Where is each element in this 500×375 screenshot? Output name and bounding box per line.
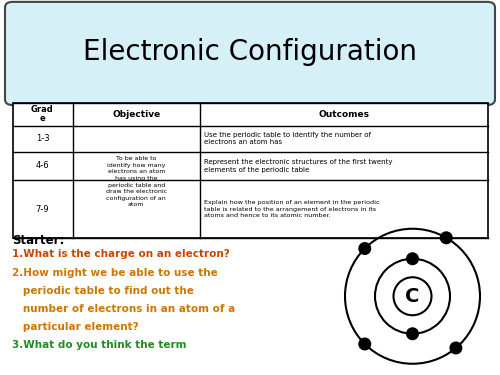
Text: 7-9: 7-9 <box>36 205 50 214</box>
Text: Starter:: Starter: <box>12 234 65 247</box>
Text: Use the periodic table to identify the number of
electrons an atom has: Use the periodic table to identify the n… <box>204 132 371 146</box>
Bar <box>12 103 488 238</box>
Ellipse shape <box>406 327 419 340</box>
Text: Grad: Grad <box>31 105 54 114</box>
Text: 1.What is the charge on an electron?: 1.What is the charge on an electron? <box>12 249 230 259</box>
Ellipse shape <box>450 342 462 354</box>
Ellipse shape <box>394 277 432 315</box>
Text: number of electrons in an atom of a: number of electrons in an atom of a <box>12 304 236 314</box>
Text: C: C <box>406 287 419 306</box>
Text: Objective: Objective <box>112 110 160 119</box>
Text: Outcomes: Outcomes <box>318 110 369 119</box>
Text: 3.What do you think the term: 3.What do you think the term <box>12 340 187 350</box>
Ellipse shape <box>358 338 372 351</box>
Text: particular element?: particular element? <box>12 322 139 332</box>
Text: 4-6: 4-6 <box>36 161 50 170</box>
Text: 1-3: 1-3 <box>36 134 50 143</box>
Text: e: e <box>40 114 46 123</box>
Ellipse shape <box>440 231 453 244</box>
Ellipse shape <box>406 252 419 265</box>
Text: Electronic Configuration: Electronic Configuration <box>83 38 417 66</box>
Text: To be able to
identify how many
electrons an atom
has using the
periodic table a: To be able to identify how many electron… <box>106 156 167 207</box>
Text: Explain how the position of an element in the periodic
table is related to the a: Explain how the position of an element i… <box>204 200 380 218</box>
Text: 2.How might we be able to use the: 2.How might we be able to use the <box>12 268 218 278</box>
FancyBboxPatch shape <box>5 2 495 105</box>
Text: periodic table to find out the: periodic table to find out the <box>12 286 194 296</box>
Ellipse shape <box>358 242 372 255</box>
Text: Represent the electronic structures of the first twenty
elements of the periodic: Represent the electronic structures of t… <box>204 159 392 172</box>
